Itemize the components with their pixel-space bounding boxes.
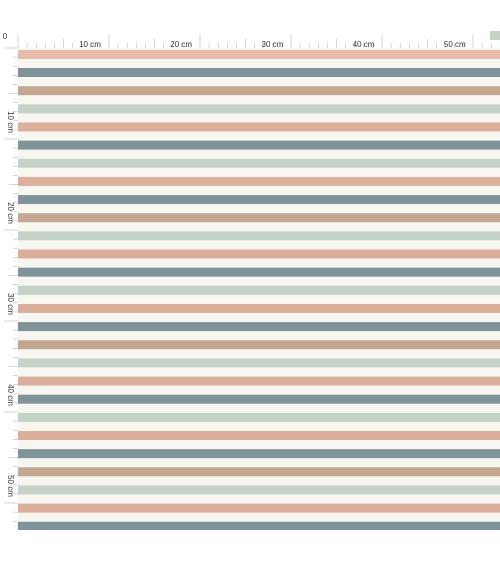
- stripe: [18, 68, 500, 77]
- stripe: [18, 340, 500, 350]
- stripe: [18, 158, 500, 168]
- stripe: [18, 322, 500, 332]
- color-swatch: [490, 31, 500, 40]
- left-ruler-label: 50 cm: [6, 475, 15, 497]
- stripe: [18, 231, 500, 241]
- stripe: [18, 50, 500, 59]
- stripe: [18, 467, 500, 477]
- top-ruler-label: 30 cm: [262, 40, 284, 49]
- stripe: [18, 213, 500, 223]
- stripe: [18, 195, 500, 205]
- left-ruler-label: 40 cm: [6, 384, 15, 406]
- left-ruler-label: 10 cm: [6, 111, 15, 133]
- stripe: [18, 449, 500, 459]
- ruler-ticks: [4, 34, 492, 522]
- stripe: [18, 249, 500, 259]
- stripe: [18, 521, 500, 530]
- top-ruler-label: 10 cm: [79, 40, 101, 49]
- stripe: [18, 86, 500, 96]
- stripe: [18, 176, 500, 186]
- top-ruler-label: 20 cm: [170, 40, 192, 49]
- stripe: [18, 485, 500, 495]
- stripe: [18, 122, 500, 132]
- stripe: [18, 140, 500, 150]
- left-ruler-label: 20 cm: [6, 202, 15, 224]
- stripe: [18, 376, 500, 386]
- ruler-labels: 10 cm 20 cm 30 cm 40 cm 50 cm 10 cm 20 cm 30 cm…: [6, 40, 466, 497]
- stripe: [18, 412, 500, 422]
- ruler-origin: 0: [3, 32, 8, 41]
- stripe: [18, 358, 500, 368]
- top-ruler-label: 40 cm: [353, 40, 375, 49]
- top-ruler-label: 50 cm: [444, 40, 466, 49]
- left-ruler-label: 30 cm: [6, 293, 15, 315]
- stripe: [18, 431, 500, 440]
- stripe: [18, 503, 500, 513]
- stripe: [18, 285, 500, 295]
- stripe: [18, 267, 500, 277]
- stripes: [18, 50, 500, 530]
- stripe: [18, 104, 500, 114]
- stripe: [18, 303, 500, 313]
- stripe: [18, 394, 500, 404]
